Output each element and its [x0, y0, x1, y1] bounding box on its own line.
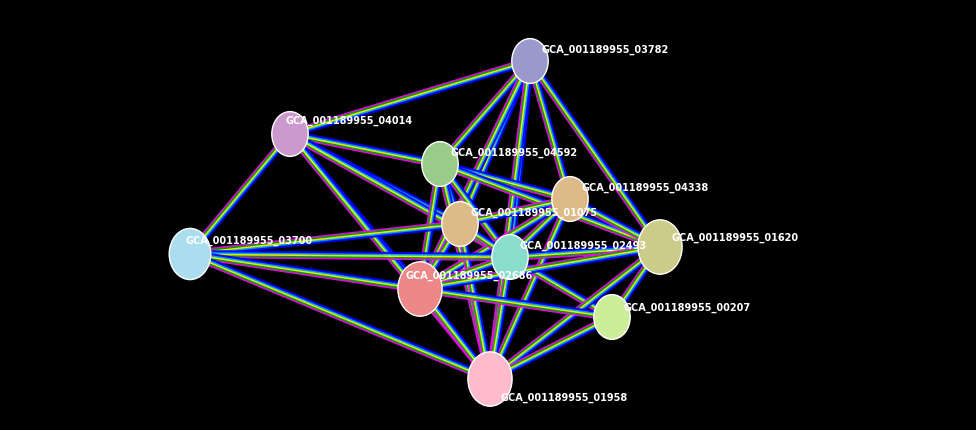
Text: GCA_001189955_01075: GCA_001189955_01075 [470, 207, 597, 218]
Ellipse shape [551, 177, 589, 222]
Text: GCA_001189955_03782: GCA_001189955_03782 [542, 45, 670, 55]
Ellipse shape [593, 295, 630, 340]
Ellipse shape [422, 142, 458, 187]
Text: GCA_001189955_02686: GCA_001189955_02686 [405, 270, 532, 280]
Ellipse shape [271, 112, 308, 157]
Ellipse shape [511, 40, 549, 84]
Text: GCA_001189955_00207: GCA_001189955_00207 [624, 302, 752, 313]
Ellipse shape [442, 202, 478, 247]
Ellipse shape [468, 352, 512, 406]
Text: GCA_001189955_03700: GCA_001189955_03700 [185, 235, 312, 246]
Text: GCA_001189955_02493: GCA_001189955_02493 [520, 240, 647, 251]
Text: GCA_001189955_04014: GCA_001189955_04014 [285, 116, 412, 126]
Text: GCA_001189955_04338: GCA_001189955_04338 [582, 182, 710, 193]
Text: GCA_001189955_04592: GCA_001189955_04592 [450, 147, 577, 158]
Ellipse shape [492, 235, 528, 280]
Ellipse shape [169, 229, 211, 280]
Ellipse shape [398, 262, 442, 316]
Ellipse shape [638, 220, 682, 275]
Text: GCA_001189955_01620: GCA_001189955_01620 [672, 232, 799, 243]
Text: GCA_001189955_01958: GCA_001189955_01958 [500, 392, 628, 402]
